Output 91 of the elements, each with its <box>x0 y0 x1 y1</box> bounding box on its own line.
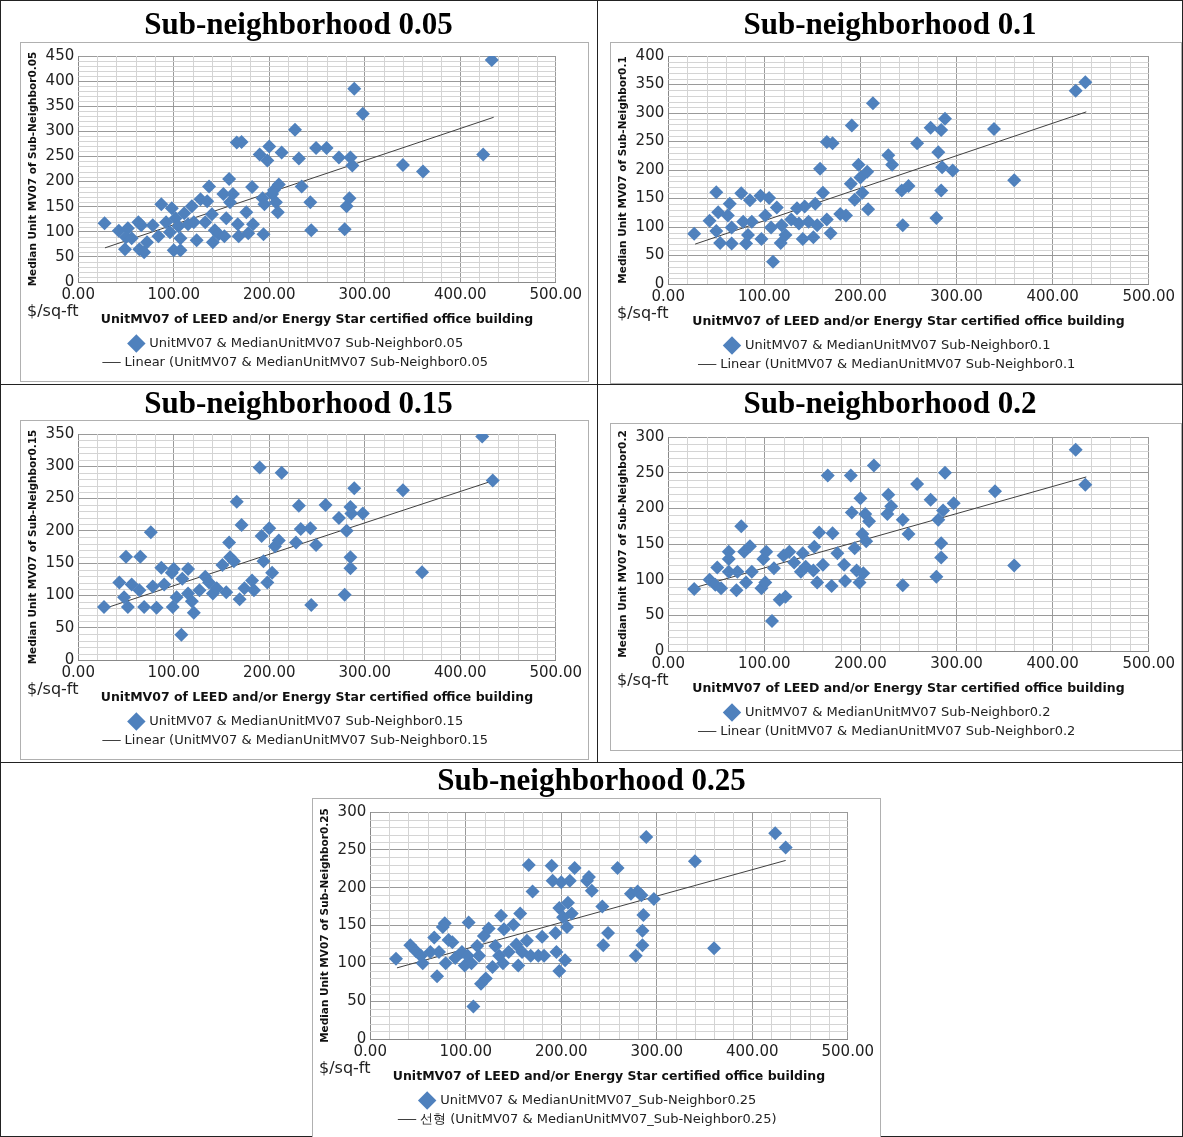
x-tick-label: 200.00 <box>242 662 296 681</box>
legend-label: UnitMV07 & MedianUnitMV07 Sub-Neighbor0.05 <box>149 334 464 350</box>
y-tick-label: 50 <box>645 245 665 264</box>
y-tick-label: 150 <box>635 533 665 552</box>
x-tick-label: 300.00 <box>338 284 391 303</box>
text: $/sq-ft <box>319 1058 371 1078</box>
y-tick-label: 400 <box>45 71 75 89</box>
x-tick-label: 100.00 <box>147 662 200 681</box>
legend-label: UnitMV07 & MedianUnitMV07 Sub-Neighbor0.1 <box>744 336 1051 352</box>
x-tick-label: 300.00 <box>930 653 983 672</box>
x-axis-title: UnitMV07 of LEED and/or Energy Star certified office building <box>392 1067 826 1083</box>
y-tick-label: 300 <box>635 426 665 445</box>
legend-label: Linear (UnitMV07 & MedianUnitMV07 Sub-Neighbor0.1 <box>720 355 1076 371</box>
y-tick-label: 100 <box>337 953 367 972</box>
x-tick-label: 400.00 <box>726 1041 779 1060</box>
x-tick-label: 100.00 <box>738 653 791 672</box>
y-tick-label: 150 <box>337 915 367 934</box>
y-tick-label: 250 <box>45 488 75 507</box>
legend-label: 선형 (UnitMV07 & MedianUnitMV07_Sub-Neighbor0.25) <box>420 1110 777 1126</box>
y-tick-label: 50 <box>55 246 75 265</box>
y-tick-label: 250 <box>635 131 665 150</box>
y-tick-label: 150 <box>45 196 75 215</box>
x-tick-label: 300.00 <box>930 286 983 305</box>
y-tick-label: 200 <box>635 498 665 517</box>
y-tick-label: 200 <box>45 520 75 539</box>
y-tick-label: 300 <box>45 121 75 140</box>
text: $/sq-ft <box>27 301 79 321</box>
x-tick-label: 500.00 <box>1122 653 1176 672</box>
y-tick-label: 100 <box>635 216 665 235</box>
x-tick-label: 400.00 <box>434 284 487 303</box>
x-tick-label: 500.00 <box>529 662 583 681</box>
y-tick-label: 350 <box>45 423 75 442</box>
chart-title: Sub-neighborhood 0.05 <box>143 6 454 42</box>
y-axis-title: Median Unit MV07 of Sub-Neighbor0.05 <box>26 51 39 287</box>
x-axis-title: UnitMV07 of LEED and/or Energy Star certified office building <box>100 688 534 704</box>
x-tick-label: 300.00 <box>338 662 391 681</box>
y-tick-label: 100 <box>45 585 75 604</box>
y-tick-label: 150 <box>45 553 75 572</box>
y-tick-label: 350 <box>635 74 665 93</box>
x-axis-title: UnitMV07 of LEED and/or Energy Star certified office building <box>100 310 534 326</box>
y-tick-label: 250 <box>337 839 367 858</box>
x-tick-label: 500.00 <box>1122 286 1176 305</box>
legend-label: Linear (UnitMV07 & MedianUnitMV07 Sub-Neighbor0.15 <box>124 731 488 747</box>
chart-title: Sub-neighborhood 0.1 <box>742 6 1038 42</box>
y-tick-label: 350 <box>45 96 75 115</box>
text: $/sq-ft <box>27 679 79 699</box>
y-tick-label: 300 <box>45 456 75 475</box>
chart-title: Sub-neighborhood 0.15 <box>143 385 454 421</box>
y-axis-title: Median Unit MV07 of Sub-Neighbor0.15 <box>26 429 39 665</box>
x-tick-label: 200.00 <box>242 284 296 303</box>
y-axis-title: Median Unit MV07 of Sub-Neighbor0.2 <box>616 430 629 658</box>
y-tick-label: 200 <box>45 171 75 190</box>
y-axis-title: Median Unit MV07 of Sub-Neighbor0.25 <box>318 808 331 1043</box>
x-tick-label: 500.00 <box>529 284 583 303</box>
chart-title: Sub-neighborhood 0.25 <box>436 762 747 798</box>
text: $/sq-ft <box>617 303 669 323</box>
y-tick-label: 450 <box>45 45 75 64</box>
legend-label: UnitMV07 & MedianUnitMV07 Sub-Neighbor0.15 <box>149 712 464 728</box>
y-tick-label: 250 <box>45 146 75 165</box>
y-tick-label: 300 <box>635 102 665 121</box>
y-tick-label: 400 <box>635 45 665 64</box>
y-tick-label: 100 <box>635 569 665 588</box>
chart-title: Sub-neighborhood 0.2 <box>742 385 1038 421</box>
x-tick-label: 400.00 <box>1026 286 1079 305</box>
y-tick-label: 100 <box>45 221 75 240</box>
y-tick-label: 50 <box>347 991 367 1010</box>
x-tick-label: 500.00 <box>821 1041 875 1060</box>
x-tick-label: 400.00 <box>434 662 487 681</box>
x-tick-label: 100.00 <box>147 284 200 303</box>
y-tick-label: 50 <box>645 605 665 624</box>
legend-label: UnitMV07 & MedianUnitMV07 Sub-Neighbor0.2 <box>744 703 1051 719</box>
y-tick-label: 250 <box>635 462 665 481</box>
x-tick-label: 100.00 <box>439 1041 492 1060</box>
x-tick-label: 200.00 <box>834 653 887 672</box>
y-tick-label: 200 <box>635 159 665 178</box>
y-tick-label: 300 <box>337 801 367 820</box>
y-tick-label: 50 <box>55 617 75 636</box>
x-tick-label: 200.00 <box>534 1041 588 1060</box>
y-tick-label: 200 <box>337 877 367 896</box>
legend-label: UnitMV07 & MedianUnitMV07_Sub-Neighbor0.25 <box>440 1091 757 1107</box>
legend-label: Linear (UnitMV07 & MedianUnitMV07 Sub-Neighbor0.2 <box>720 722 1076 738</box>
y-tick-label: 150 <box>635 188 665 207</box>
x-tick-label: 200.00 <box>834 286 887 305</box>
y-axis-title: Median Unit MV07 of Sub-Neighbor0.1 <box>616 56 629 284</box>
x-tick-label: 300.00 <box>630 1041 683 1060</box>
x-tick-label: 100.00 <box>738 286 791 305</box>
legend-label: Linear (UnitMV07 & MedianUnitMV07 Sub-Neighbor0.05 <box>124 353 488 369</box>
text: $/sq-ft <box>617 670 669 690</box>
x-tick-label: 400.00 <box>1026 653 1079 672</box>
x-axis-title: UnitMV07 of LEED and/or Energy Star certified office building <box>692 312 1125 328</box>
x-axis-title: UnitMV07 of LEED and/or Energy Star certified office building <box>692 679 1125 695</box>
